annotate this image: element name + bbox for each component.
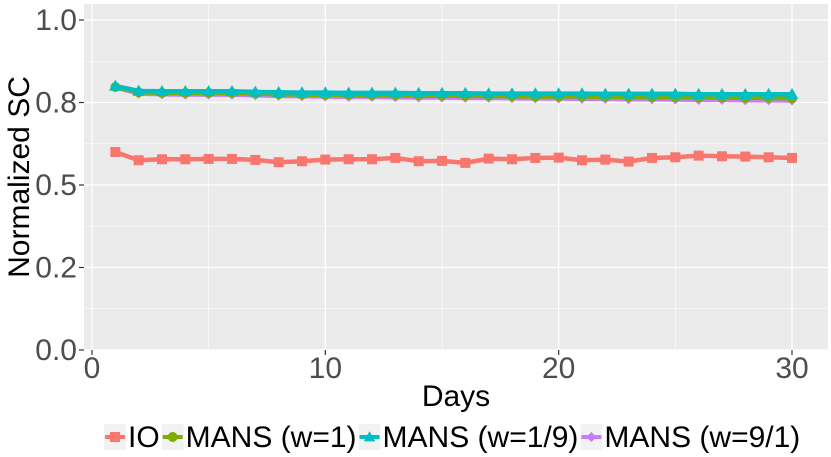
data-point: [227, 153, 237, 164]
y-tick-label: 0.5: [35, 169, 77, 202]
data-point: [297, 156, 307, 167]
legend-label: MANS (w=1/9): [383, 421, 579, 454]
y-axis-title: Normalized SC: [3, 76, 36, 278]
data-point: [413, 156, 424, 167]
data-point: [437, 155, 447, 166]
data-point: [483, 153, 494, 164]
data-point: [343, 154, 354, 165]
series-line: [113, 83, 795, 97]
legend-key-marker: [110, 432, 120, 442]
data-point: [367, 154, 377, 165]
data-point: [132, 84, 145, 96]
major-gridlines: [84, 4, 828, 351]
data-point: [599, 87, 612, 99]
data-point: [623, 156, 634, 167]
x-tick-label: 20: [542, 352, 575, 385]
data-point: [320, 154, 331, 165]
data-point: [202, 84, 215, 97]
data-point: [552, 87, 565, 99]
data-point: [717, 151, 727, 162]
x-axis-title: Days: [422, 380, 490, 413]
data-point: [203, 153, 214, 164]
x-tick-label: 10: [309, 352, 342, 385]
legend-item-io: IO: [104, 421, 160, 454]
data-point: [645, 87, 659, 99]
legend-label: MANS (w=9/1): [604, 421, 800, 454]
data-point: [295, 86, 309, 98]
legend-key-marker: [167, 432, 178, 442]
data-point: [505, 87, 519, 99]
data-point: [319, 86, 332, 98]
data-point: [577, 155, 587, 166]
data-point: [412, 86, 425, 99]
data-point: [179, 84, 192, 97]
plot-panel: [84, 4, 828, 350]
data-point: [272, 85, 285, 98]
data-point: [157, 154, 167, 165]
series-mans-w-1-9: [109, 79, 799, 99]
legend-item-mans-w-1-9: MANS (w=1/9): [358, 421, 579, 454]
data-point: [692, 87, 705, 99]
data-point: [507, 154, 517, 165]
data-point: [225, 84, 239, 97]
data-point: [249, 85, 262, 97]
data-point: [460, 157, 471, 168]
legend-label: MANS (w=1): [186, 421, 357, 454]
data-point: [740, 151, 751, 162]
data-point: [622, 87, 635, 99]
y-tick-label: 0.8: [35, 87, 77, 120]
data-point: [155, 84, 169, 97]
legend-item-mans-w-1: MANS (w=1): [161, 421, 357, 454]
data-point: [250, 154, 261, 165]
data-point: [553, 152, 564, 163]
data-point: [647, 152, 657, 163]
data-point: [693, 150, 704, 161]
data-point: [273, 157, 284, 168]
data-point: [669, 87, 682, 99]
x-tick-label: 0: [84, 352, 101, 385]
legend-key-marker: [586, 432, 597, 442]
data-point: [575, 87, 589, 99]
data-point: [763, 152, 774, 163]
data-point: [715, 87, 729, 99]
data-point: [110, 147, 121, 157]
data-point: [600, 154, 611, 165]
data-point: [180, 154, 191, 165]
data-point: [670, 152, 681, 163]
x-tick-label: 30: [775, 352, 808, 385]
data-point: [342, 86, 355, 98]
y-tick-label: 0.2: [35, 252, 77, 285]
y-tick-label: 1.0: [35, 4, 77, 37]
y-tick-label: 0.0: [35, 334, 77, 367]
data-point: [435, 86, 449, 99]
data-point: [739, 87, 752, 99]
data-point: [529, 87, 542, 99]
data-point: [389, 86, 402, 98]
data-point: [530, 152, 541, 163]
data-point: [785, 87, 799, 99]
data-point: [482, 87, 495, 99]
legend: IO MANS (w=1) MANS (w=1/9) MANS (w=9/1): [104, 421, 800, 454]
data-point: [459, 86, 472, 99]
data-point: [390, 152, 401, 163]
series-io: [110, 147, 797, 168]
data-point: [109, 79, 122, 91]
data-point: [133, 155, 144, 166]
data-point: [762, 87, 775, 99]
minor-gridlines: [84, 4, 828, 350]
legend-item-mans-w-9-1: MANS (w=9/1): [580, 421, 800, 454]
data-point: [787, 152, 797, 163]
data-point: [365, 86, 379, 98]
legend-key-marker: [363, 431, 376, 442]
series-layer: [109, 79, 799, 168]
axes-layer: 0 10 20 30 0.0 0.2 0.5 0.8 1.0: [35, 4, 808, 385]
legend-label: IO: [128, 421, 160, 454]
